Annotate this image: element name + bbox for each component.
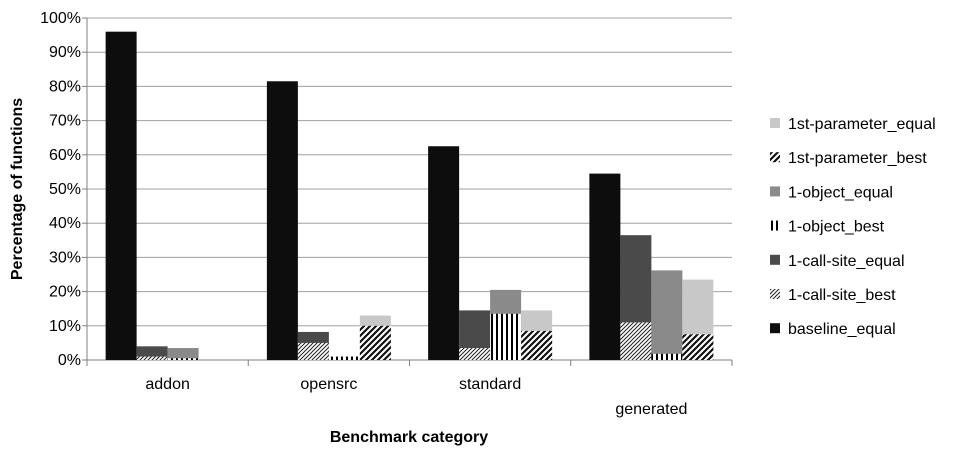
- bar-1-object_best: [490, 313, 522, 360]
- legend-item: 1st-parameter_best: [770, 150, 927, 167]
- legend-swatch: [770, 289, 780, 299]
- legend-item: 1-call-site_equal: [770, 253, 905, 270]
- legend-item: 1-object_best: [770, 219, 885, 236]
- legend-label: 1-call-site_equal: [788, 253, 905, 270]
- bar-baseline_equal: [428, 146, 460, 360]
- x-category-label: standard: [459, 376, 521, 393]
- legend-item: 1st-parameter_equal: [770, 116, 936, 133]
- bar-1-object_best: [167, 358, 199, 360]
- bar-1st-parameter_best: [521, 330, 553, 360]
- bar-1-object_equal: [651, 270, 683, 360]
- legend-label: 1-object_equal: [788, 184, 893, 201]
- legend-label: 1st-parameter_best: [788, 150, 927, 167]
- legend-label: 1st-parameter_equal: [788, 116, 936, 133]
- y-tick-label: 10%: [49, 318, 81, 335]
- bar-1-call-site_best: [136, 356, 168, 360]
- category-labels: addon opensrc standard generated: [145, 376, 687, 418]
- bar-baseline_equal: [266, 81, 298, 361]
- legend-item: 1-object_equal: [770, 184, 893, 201]
- legend-swatch: [770, 254, 780, 265]
- x-category-label: opensrc: [300, 376, 357, 393]
- y-tick-label: 80%: [49, 78, 81, 95]
- bar-1-object_equal: [167, 348, 199, 360]
- y-tick-label: 50%: [49, 181, 81, 198]
- y-tick-label: 90%: [49, 44, 81, 61]
- legend-swatch: [770, 118, 780, 128]
- y-tick-label: 70%: [49, 113, 81, 130]
- legend-swatch: [770, 186, 780, 197]
- legend-label: 1-call-site_best: [788, 287, 896, 304]
- legend-swatch: [770, 220, 780, 231]
- y-tick-label: 40%: [49, 215, 81, 232]
- bar-1st-parameter_best: [359, 325, 391, 360]
- y-tick-label: 20%: [49, 284, 81, 301]
- gridlines: [82, 17, 733, 366]
- y-tick-label: 60%: [49, 147, 81, 164]
- x-category-label: generated: [615, 401, 687, 418]
- legend: 1st-parameter_equal 1st-parameter_best 1-o…: [770, 116, 936, 338]
- y-tick-labels: 0% 10% 20% 30% 40% 50% 60% 70% 80% 90% 100%: [40, 10, 81, 369]
- legend-item: 1-call-site_best: [770, 287, 896, 304]
- legend-item: baseline_equal: [770, 321, 896, 338]
- bar-1-call-site_best: [459, 348, 491, 360]
- y-tick-label: 0%: [58, 352, 81, 369]
- legend-label: 1-object_best: [788, 219, 885, 236]
- bars: [105, 31, 714, 361]
- x-category-label: addon: [145, 376, 190, 393]
- y-tick-label: 100%: [40, 10, 81, 27]
- bar-1-call-site_best: [620, 322, 652, 360]
- y-axis-title: Percentage of functions: [9, 98, 26, 280]
- bar-1-object_best: [328, 356, 360, 360]
- bar-1-call-site_best: [297, 342, 329, 360]
- x-axis-title: Benchmark category: [330, 429, 488, 446]
- y-tick-label: 30%: [49, 249, 81, 266]
- bar-1st-parameter_best: [682, 334, 714, 360]
- legend-label: baseline_equal: [788, 321, 896, 338]
- legend-swatch: [770, 152, 780, 163]
- bar-baseline_equal: [589, 173, 621, 360]
- bar-1-object_best: [651, 353, 683, 360]
- legend-swatch: [770, 323, 780, 334]
- bar-baseline_equal: [105, 31, 137, 361]
